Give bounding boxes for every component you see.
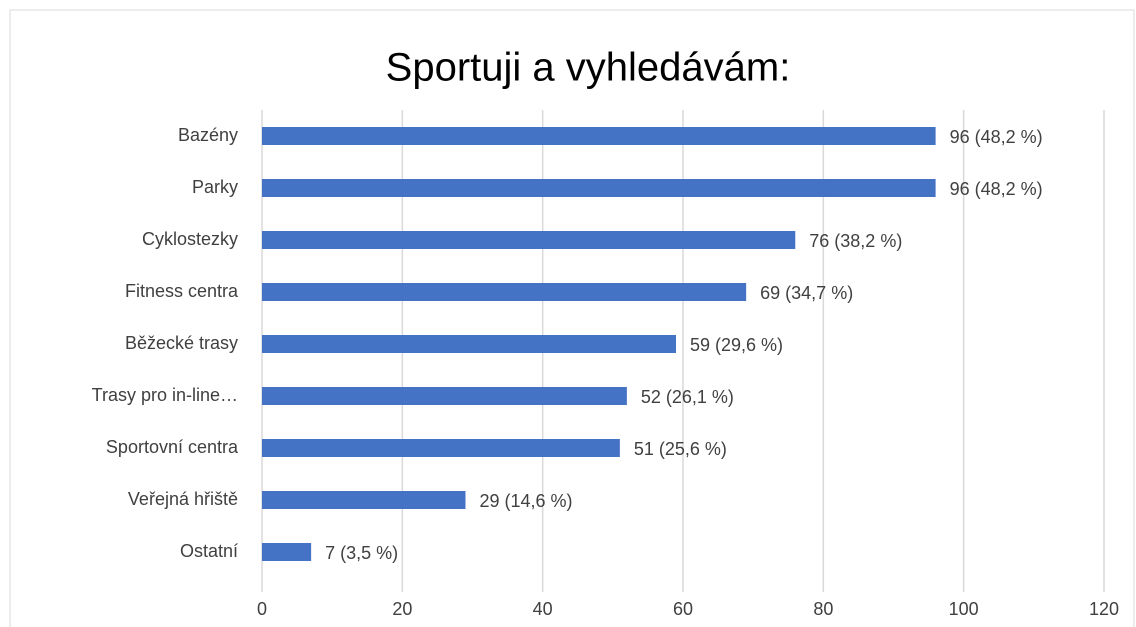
chart-title: Sportuji a vyhledávám: (386, 46, 791, 90)
data-label: 7 (3,5 %) (325, 543, 398, 563)
bar (262, 179, 936, 197)
x-tick-label: 120 (1089, 599, 1119, 619)
y-tick-label: Ostatní (180, 541, 238, 561)
y-tick-label: Bazény (178, 125, 238, 145)
x-tick-label: 0 (257, 599, 267, 619)
chart-frame (9, 9, 1135, 627)
bar (262, 439, 620, 457)
x-tick-label: 40 (533, 599, 553, 619)
bar (262, 231, 796, 249)
y-tick-label: Fitness centra (125, 281, 239, 301)
x-tick-label: 20 (392, 599, 412, 619)
y-tick-label: Sportovní centra (106, 437, 239, 457)
data-label: 96 (48,2 %) (950, 179, 1043, 199)
bar (262, 127, 936, 145)
bar (262, 335, 676, 353)
x-tick-label: 80 (813, 599, 833, 619)
data-label: 69 (34,7 %) (760, 283, 853, 303)
y-tick-label: Běžecké trasy (125, 333, 238, 353)
y-tick-label: Trasy pro in-line… (92, 385, 238, 405)
x-tick-label: 100 (949, 599, 979, 619)
bar (262, 387, 627, 405)
bar (262, 283, 747, 301)
data-label: 51 (25,6 %) (634, 439, 727, 459)
y-tick-label: Veřejná hřiště (128, 489, 238, 509)
bar (262, 543, 312, 561)
data-label: 59 (29,6 %) (690, 335, 783, 355)
y-tick-label: Cyklostezky (142, 229, 238, 249)
y-tick-label: Parky (192, 177, 238, 197)
bar (262, 491, 466, 509)
data-label: 96 (48,2 %) (950, 127, 1043, 147)
data-label: 29 (14,6 %) (479, 491, 572, 511)
x-tick-label: 60 (673, 599, 693, 619)
data-label: 52 (26,1 %) (641, 387, 734, 407)
data-label: 76 (38,2 %) (809, 231, 902, 251)
